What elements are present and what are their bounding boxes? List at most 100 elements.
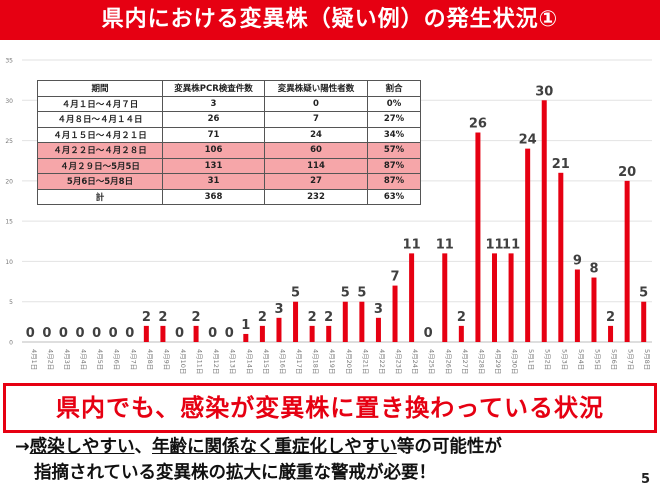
table-cell-period: ４月２２日～４月２８日 bbox=[37, 142, 163, 159]
bars bbox=[143, 100, 647, 343]
bar bbox=[160, 325, 166, 342]
data-label: 2 bbox=[606, 310, 615, 325]
table-cell-positives: 7 bbox=[264, 111, 368, 128]
data-label: 2 bbox=[192, 310, 201, 325]
y-tick-label: 20 bbox=[5, 178, 13, 185]
table-row: ４月２９日～5月5日 131 114 87% bbox=[37, 157, 421, 174]
table-cell-positives: 60 bbox=[264, 142, 368, 159]
x-tick-label: 4月8日 bbox=[146, 349, 154, 370]
table-cell-positives: 24 bbox=[264, 126, 368, 143]
bar bbox=[326, 325, 332, 342]
x-tick-label: 5月1日 bbox=[527, 349, 535, 370]
data-label: 0 bbox=[26, 326, 35, 341]
bar bbox=[442, 253, 448, 342]
y-axis-ticks: 0 5 10 15 20 25 30 35 bbox=[5, 58, 13, 347]
x-tick-label: 4月11日 bbox=[196, 349, 204, 374]
data-label: 1 bbox=[241, 318, 250, 333]
x-tick-label: 5月2日 bbox=[544, 349, 552, 370]
x-tick-label: 5月7日 bbox=[627, 349, 635, 370]
x-tick-label: 5月8日 bbox=[643, 349, 651, 370]
bar bbox=[392, 285, 398, 342]
header-tests: 変異株PCR検査件数 bbox=[162, 80, 265, 97]
data-label: 0 bbox=[208, 326, 217, 341]
data-label: 26 bbox=[469, 117, 487, 132]
table-cell-positives: 27 bbox=[264, 173, 368, 190]
y-tick-label: 0 bbox=[9, 340, 13, 347]
y-tick-label: 15 bbox=[5, 219, 13, 226]
x-tick-label: 4月5日 bbox=[96, 349, 104, 370]
bar bbox=[409, 253, 415, 342]
summary-table: 期間 変異株PCR検査件数 変異株疑い陽性者数 割合 ４月１日～４月７日 3 0 0%… bbox=[37, 80, 421, 205]
x-tick-label: 5月4日 bbox=[577, 349, 585, 370]
bar bbox=[309, 325, 315, 342]
table-cell-rate: 34% bbox=[367, 126, 421, 143]
data-label: 0 bbox=[42, 326, 51, 341]
table-row: ４月１日～４月７日 3 0 0% bbox=[37, 95, 421, 112]
x-tick-label: 4月25日 bbox=[428, 349, 436, 374]
bar bbox=[475, 132, 481, 342]
bar bbox=[574, 269, 580, 342]
table-row: ４月１５日～４月２１日 71 24 34% bbox=[37, 126, 421, 143]
table-cell-tests: 31 bbox=[162, 173, 265, 190]
note-rest: 等の可能性が bbox=[396, 437, 502, 457]
data-label: 3 bbox=[374, 302, 383, 317]
bar bbox=[193, 325, 199, 342]
data-label: 9 bbox=[573, 253, 582, 268]
data-label: 3 bbox=[274, 302, 283, 317]
bar bbox=[641, 301, 647, 342]
bar bbox=[259, 325, 265, 342]
x-tick-label: 4月7日 bbox=[129, 349, 137, 370]
table-cell-tests: 106 bbox=[162, 142, 265, 159]
bar bbox=[293, 301, 299, 342]
x-tick-label: 5月6日 bbox=[610, 349, 618, 370]
data-label: 2 bbox=[258, 310, 267, 325]
bar bbox=[541, 100, 547, 343]
data-label: 11 bbox=[403, 237, 421, 252]
data-label: 11 bbox=[502, 237, 520, 252]
data-label: 0 bbox=[92, 326, 101, 341]
x-tick-label: 4月21日 bbox=[361, 349, 369, 374]
bar bbox=[359, 301, 365, 342]
data-label: 2 bbox=[158, 310, 167, 325]
x-tick-label: 4月17日 bbox=[295, 349, 303, 374]
data-label: 24 bbox=[519, 133, 537, 148]
bar bbox=[608, 325, 614, 342]
x-axis-ticks: 4月1日 4月2日 4月3日 4月4日 4月5日 4月6日 4月7日 4月8日 4月9日 4月10… bbox=[30, 349, 651, 374]
x-tick-label: 4月3日 bbox=[63, 349, 71, 370]
bar bbox=[591, 277, 597, 342]
table-cell-rate: 87% bbox=[367, 173, 421, 190]
key-message: 県内でも、感染が変異株に置き換わっている状況 bbox=[3, 383, 657, 433]
bar bbox=[558, 172, 564, 342]
y-tick-label: 10 bbox=[5, 259, 13, 266]
note-line-1: →感染しやすい、年齢に関係なく重症化しやすい等の可能性が bbox=[15, 434, 502, 460]
data-label: 0 bbox=[76, 326, 85, 341]
table-cell-period: 5月6日～5月8日 bbox=[37, 173, 163, 190]
note-line-2: 指摘されている変異株の拡大に厳重な警戒が必要！ bbox=[34, 463, 436, 483]
x-tick-label: 4月22日 bbox=[378, 349, 386, 374]
x-tick-label: 4月29日 bbox=[494, 349, 502, 374]
header-positives: 変異株疑い陽性者数 bbox=[264, 80, 368, 97]
data-label: 5 bbox=[639, 286, 648, 301]
header-period: 期間 bbox=[37, 80, 163, 97]
table-cell-positives: 114 bbox=[264, 157, 368, 174]
note: →感染しやすい、年齢に関係なく重症化しやすい等の可能性が 指摘されている変異株の… bbox=[15, 434, 502, 486]
y-tick-label: 5 bbox=[9, 299, 13, 306]
bar bbox=[508, 253, 514, 342]
header-rate: 割合 bbox=[367, 80, 421, 97]
page-title: 県内における変異株（疑い例）の発生状況① bbox=[0, 0, 660, 40]
x-tick-label: 4月16日 bbox=[278, 349, 286, 374]
table-cell-rate: 27% bbox=[367, 111, 421, 128]
data-label: 5 bbox=[357, 286, 366, 301]
data-label: 8 bbox=[589, 262, 598, 277]
x-tick-label: 4月23日 bbox=[395, 349, 403, 374]
note-separator: 、 bbox=[134, 437, 153, 457]
x-tick-label: 4月6日 bbox=[113, 349, 121, 370]
data-label: 2 bbox=[457, 310, 466, 325]
table-cell-rate: 57% bbox=[367, 142, 421, 159]
table-row: ４月８日～４月１４日 26 7 27% bbox=[37, 111, 421, 128]
data-label: 0 bbox=[125, 326, 134, 341]
note-highlight-2: 年齢に関係なく重症化しやすい bbox=[152, 437, 397, 457]
table-cell-tests: 3 bbox=[162, 95, 265, 112]
table-row: 5月6日～5月8日 31 27 87% bbox=[37, 173, 421, 190]
x-tick-label: 4月4日 bbox=[80, 349, 88, 370]
